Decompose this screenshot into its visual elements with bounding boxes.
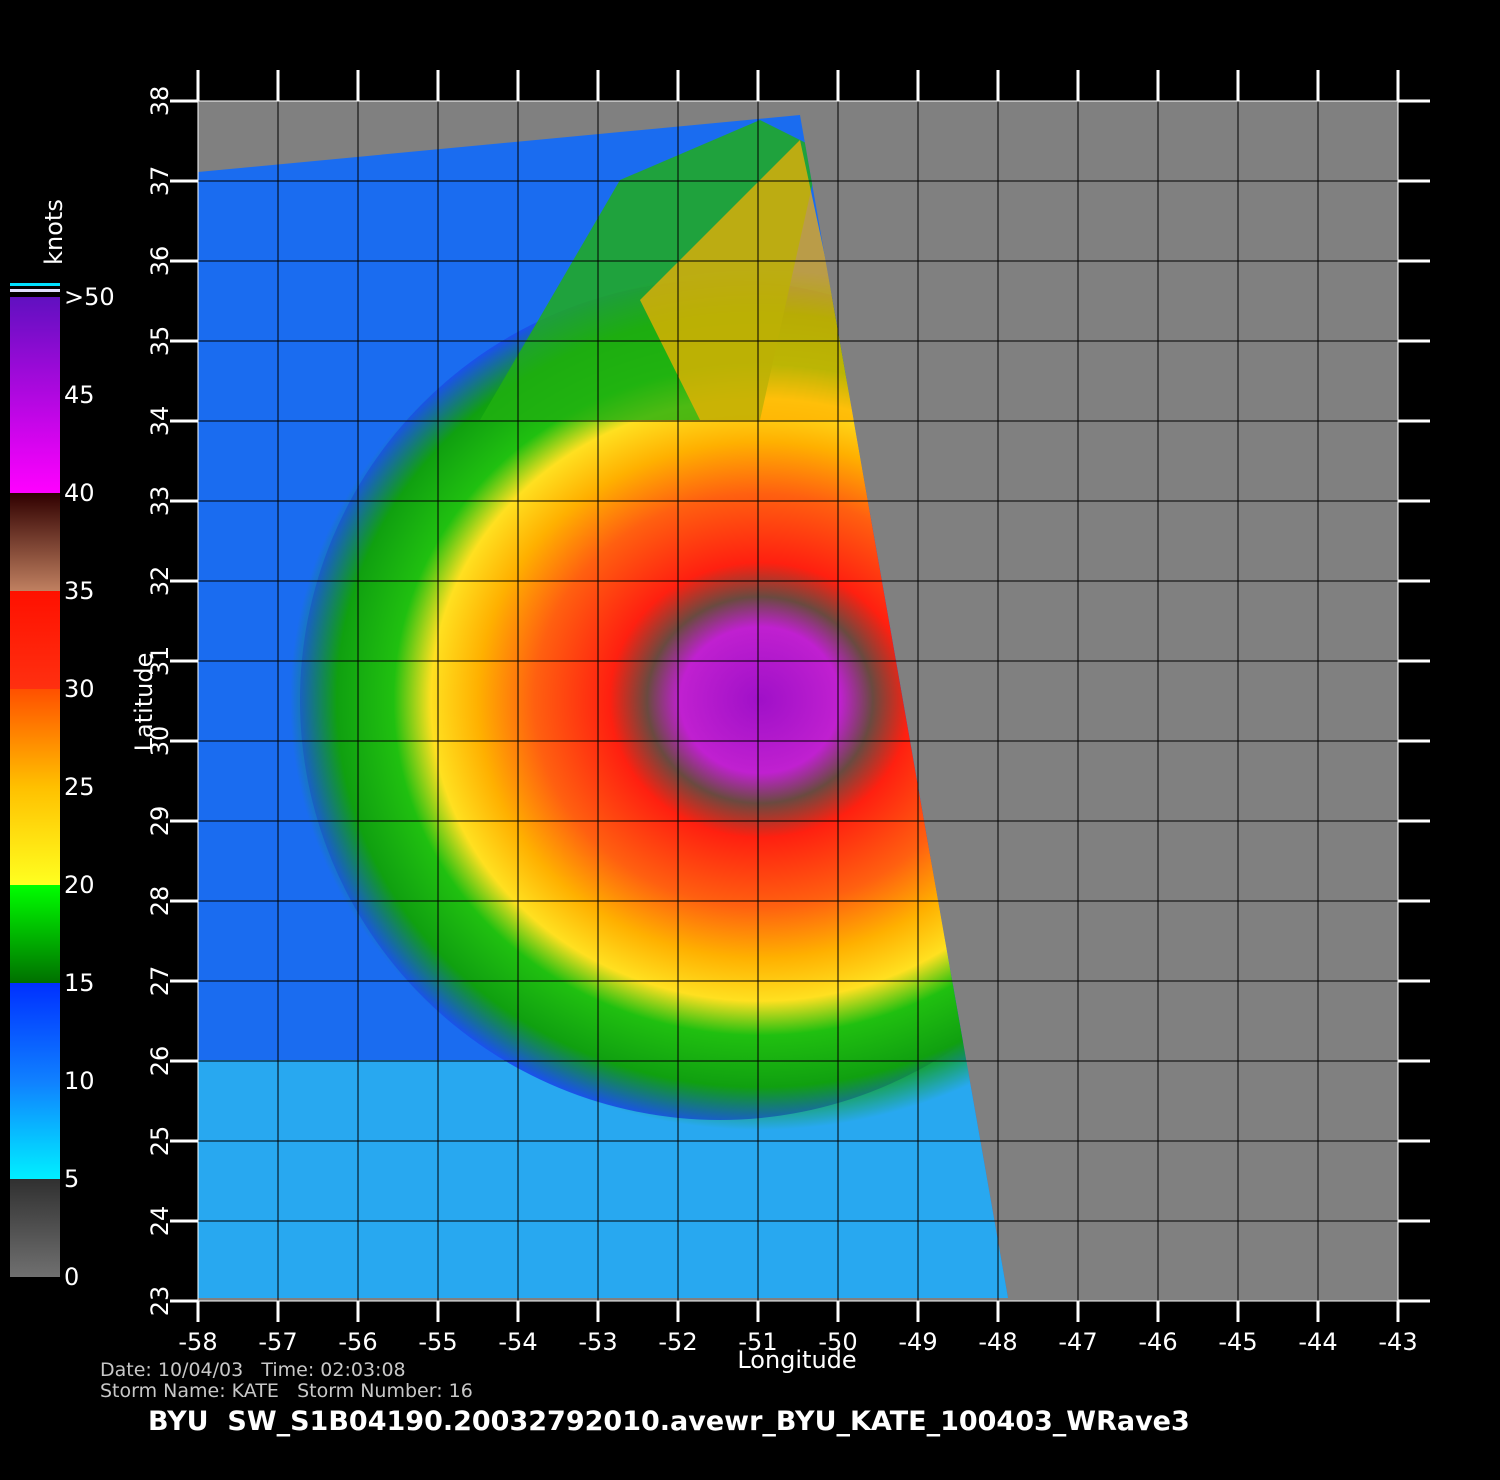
colorbar-tick-label: 15 [64,969,95,997]
colorbar-tick-label: 20 [64,871,95,899]
x-tick-label: -47 [1058,1328,1097,1356]
colorbar-tick-label: 30 [64,675,95,703]
y-tick-label: 37 [146,166,174,197]
y-tick-label: 31 [146,646,174,677]
x-tick-label: -43 [1378,1328,1417,1356]
date: 10/04/03 [158,1359,243,1381]
colorbar-tick-label: >50 [64,283,115,311]
y-tick-label: 24 [146,1206,174,1237]
x-tick-label: -54 [498,1328,537,1356]
colorbar [10,297,60,1277]
x-tick-label: -51 [738,1328,777,1356]
y-tick-label: 23 [146,1286,174,1317]
x-tick-label: -58 [178,1328,217,1356]
y-tick-label: 35 [146,326,174,357]
date-label: Date: [100,1359,152,1381]
storm-number: 16 [449,1380,473,1402]
y-tick-label: 38 [146,86,174,117]
colorbar-tick-label: 0 [64,1263,79,1291]
colorbar-tick-label: 40 [64,479,95,507]
x-tick-label: -44 [1298,1328,1337,1356]
storm-name: KATE [232,1380,279,1402]
y-axis-label: Latitude [130,653,158,752]
x-tick-label: -55 [418,1328,457,1356]
y-tick-label: 32 [146,566,174,597]
time-label: Time: [260,1359,314,1381]
x-tick-label: -48 [978,1328,1017,1356]
x-tick-label: -53 [578,1328,617,1356]
colorbar-title: knots [40,199,68,265]
x-tick-label: -46 [1138,1328,1177,1356]
colorbar-tick-label: 10 [64,1067,95,1095]
colorbar-tick-label: 35 [64,577,95,605]
y-tick-label: 27 [146,966,174,997]
colorbar-stripe [10,283,60,286]
y-tick-label: 29 [146,806,174,837]
storm-name-label: Storm Name: [100,1380,226,1402]
storm-number-label: Storm Number: [297,1380,443,1402]
y-tick-label: 36 [146,246,174,277]
colorbar-tick-label: 25 [64,773,95,801]
footer: BYU SW_S1B04190.20032792010.avewr_BYU_KA… [148,1406,1190,1437]
x-axis-label: Longitude [737,1346,856,1374]
x-tick-label: -49 [898,1328,937,1356]
date-line: Date: 10/04/03 Time: 02:03:08 [100,1359,406,1381]
colorbar-tick-label: 5 [64,1165,79,1193]
y-tick-label: 33 [146,486,174,517]
x-tick-label: -57 [258,1328,297,1356]
y-tick-label: 25 [146,1126,174,1157]
x-tick-label: -56 [338,1328,377,1356]
plot-frame [197,100,1399,1302]
y-tick-label: 28 [146,886,174,917]
x-tick-label: -45 [1218,1328,1257,1356]
y-tick-label: 34 [146,406,174,437]
x-tick-label: -52 [658,1328,697,1356]
y-tick-label: 30 [146,726,174,757]
colorbar-tick-label: 45 [64,381,95,409]
x-tick-label: -50 [818,1328,857,1356]
time: 02:03:08 [320,1359,405,1381]
y-tick-label: 26 [146,1046,174,1077]
storm-line: Storm Name: KATE Storm Number: 16 [100,1380,473,1402]
colorbar-stripe [10,289,60,292]
